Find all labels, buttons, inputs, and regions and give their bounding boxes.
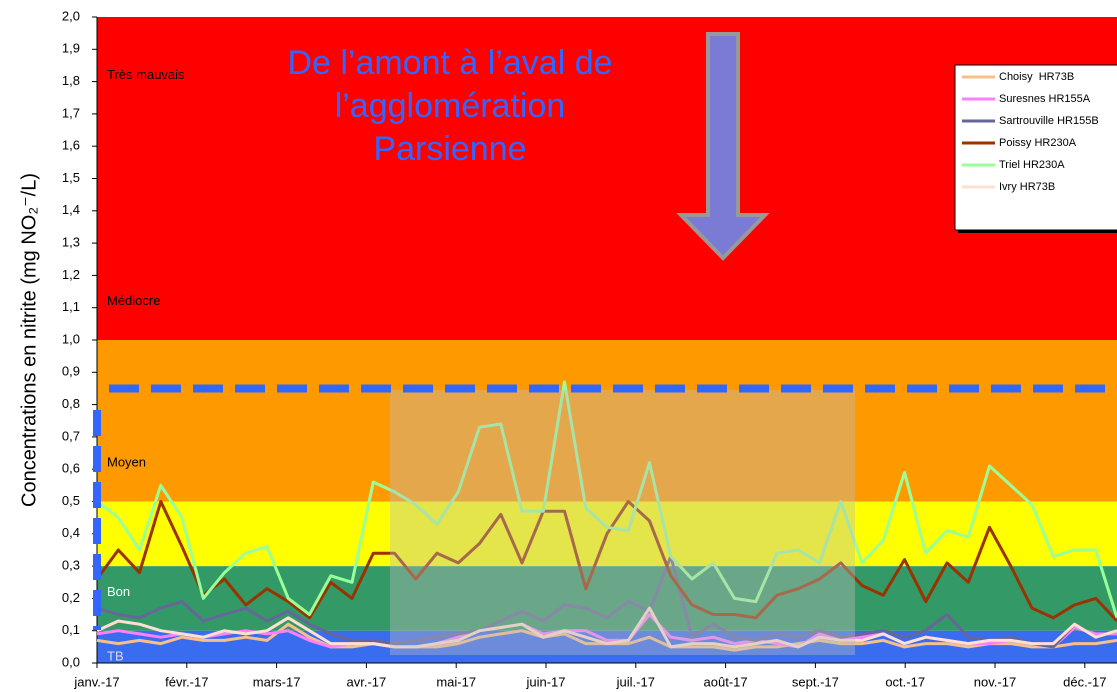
y-tick-label: 1,6 [62, 138, 80, 153]
quality-band [97, 17, 1117, 340]
y-tick-label: 1,9 [62, 41, 80, 56]
annotation: Parsienne [373, 130, 526, 168]
quality-label: Moyen [107, 455, 146, 470]
series-line [95, 500, 1117, 623]
y-axis-label: Concentrations en nitrite (mg NO₂⁻/L) [18, 173, 40, 507]
y-tick-label: 1,5 [62, 170, 80, 185]
y-tick-label: 0,4 [62, 525, 80, 540]
y-tick-label: 2,0 [62, 8, 80, 23]
axes: 0,0 0,1 0,2 0,3 0,4 0,5 0,6 0,7 0,8 0,9 1,0 1,1 1,2 1… [62, 8, 1117, 689]
quality-label: TB [107, 648, 124, 663]
legend-label: Ivry HR73B [999, 181, 1055, 193]
series-line [96, 380, 1117, 619]
x-tick-label: juin-17 [525, 674, 565, 689]
x-tick-label: mars-17 [253, 674, 301, 689]
quality-label: Bon [107, 584, 130, 599]
quality-band [97, 340, 1117, 502]
y-tick-label: 0,0 [62, 654, 80, 669]
x-tick-label: oct.-17 [885, 674, 925, 689]
x-tick-label: janv.-17 [73, 674, 119, 689]
y-tick-label: 1,1 [62, 299, 80, 314]
legend-label: Poissy HR230A [999, 137, 1077, 149]
legend-label: Sartrouville HR155B [999, 115, 1099, 127]
arrow [676, 32, 770, 261]
legend-label: Suresnes HR155A [999, 93, 1091, 105]
series-line [96, 554, 1117, 649]
series-line [96, 606, 1117, 649]
quality-label: Très mauvais [107, 67, 185, 82]
legend-label: Triel HR230A [999, 159, 1065, 171]
legend-label: Choisy HR73B [999, 71, 1074, 83]
y-tick-label: 1,8 [62, 73, 80, 88]
y-tick-label: 0,5 [62, 493, 80, 508]
quality-label: Médiocre [107, 293, 160, 308]
x-tick-label: mai-17 [436, 674, 476, 689]
y-tick-label: 1,2 [62, 267, 80, 282]
overlay: De l’amont à l’aval de l’agglomération Par… [109, 44, 1117, 393]
x-tick-label: juil.-17 [616, 674, 655, 689]
legend: Choisy HR73B Suresnes HR155A Sartrouville … [954, 64, 1117, 233]
quality-bands: Très mauvais Médiocre Moyen Bon TB [97, 17, 1117, 663]
y-tick-label: 0,8 [62, 396, 80, 411]
y-tick-label: 0,3 [62, 558, 80, 573]
highlight-zone [390, 390, 855, 655]
y-tick-label: 1,3 [62, 235, 80, 250]
x-tick-label: sept.-17 [792, 674, 839, 689]
y-tick-label: 0,9 [62, 364, 80, 379]
y-tick-label: 0,7 [62, 428, 80, 443]
series-lines [95, 380, 1117, 652]
annotation: l’agglomération [335, 87, 566, 125]
y-tick-label: 1,7 [62, 105, 80, 120]
legend-box [954, 64, 1117, 231]
y-tick-label: 1,4 [62, 202, 80, 217]
quality-band [97, 630, 1117, 663]
x-tick-label: août-17 [704, 674, 748, 689]
x-tick-label: nov.-17 [974, 674, 1016, 689]
y-tick-label: 1,0 [62, 331, 80, 346]
x-tick-label: févr.-17 [165, 674, 208, 689]
y-tick-label: 0,1 [62, 622, 80, 637]
y-tick-label: 0,2 [62, 590, 80, 605]
x-tick-label: avr.-17 [347, 674, 387, 689]
annotation: De l’amont à l’aval de [287, 44, 612, 82]
y-tick-label: 0,6 [62, 461, 80, 476]
x-tick-label: déc.-17 [1063, 674, 1106, 689]
